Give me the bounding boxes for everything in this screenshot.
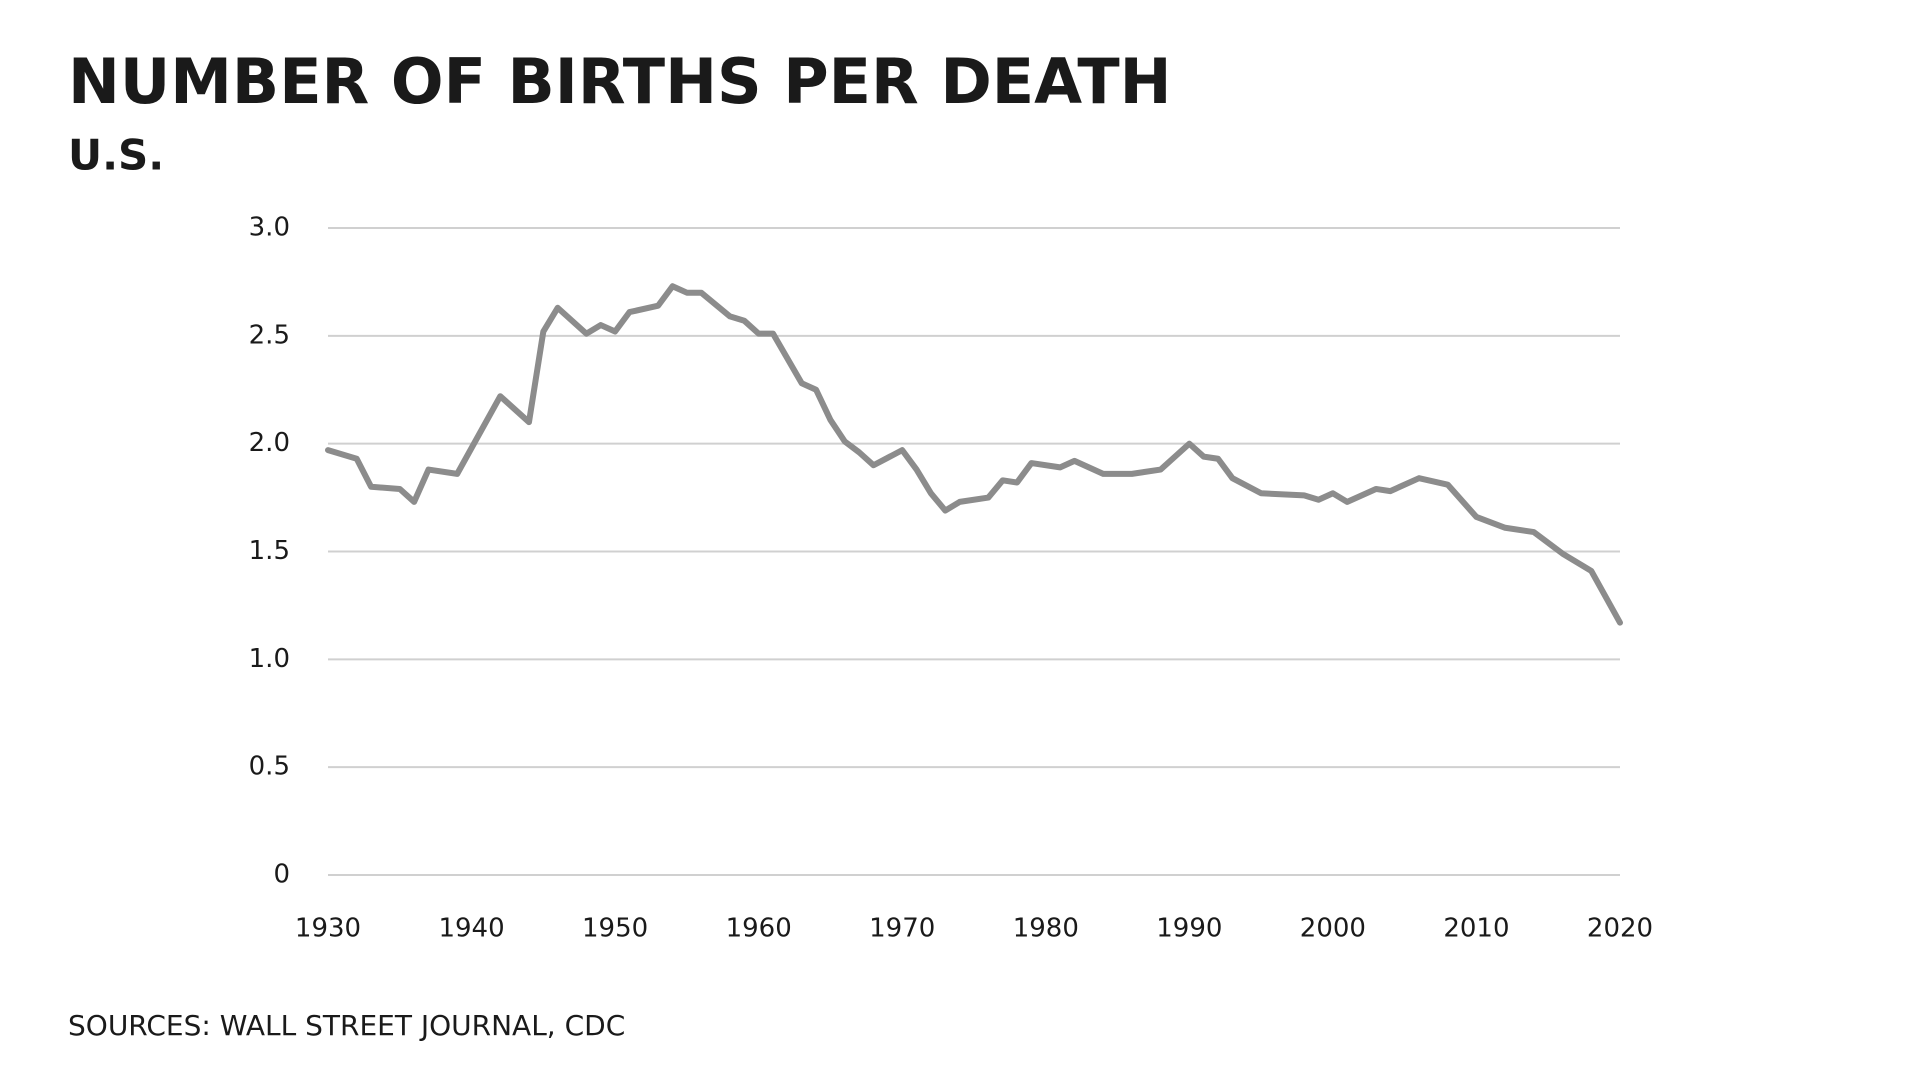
- x-tick-label: 2020: [1587, 914, 1653, 944]
- x-tick-label: 1940: [438, 914, 504, 944]
- y-tick-label: 1.5: [249, 536, 290, 566]
- data-line: [325, 283, 1623, 626]
- x-tick-label: 1980: [1013, 914, 1079, 944]
- chart-subtitle: U.S.: [68, 131, 164, 180]
- y-tick-label: 2.0: [249, 428, 290, 458]
- y-tick-label: 3.0: [249, 213, 290, 243]
- x-tick-label: 2010: [1443, 914, 1509, 944]
- x-tick-label: 1930: [295, 914, 361, 944]
- y-tick-label: 2.5: [249, 320, 290, 350]
- y-tick-label: 0: [273, 860, 290, 890]
- x-tick-label: 1950: [582, 914, 648, 944]
- y-tick-label: 1.0: [249, 644, 290, 674]
- x-tick-label: 1990: [1156, 914, 1222, 944]
- x-tick-label: 1970: [869, 914, 935, 944]
- y-tick-label: 0.5: [249, 752, 290, 782]
- x-tick-label: 2000: [1300, 914, 1366, 944]
- chart-title: NUMBER OF BIRTHS PER DEATH: [68, 45, 1172, 118]
- x-tick-label: 1960: [726, 914, 792, 944]
- source-note: SOURCES: WALL STREET JOURNAL, CDC: [68, 1009, 625, 1042]
